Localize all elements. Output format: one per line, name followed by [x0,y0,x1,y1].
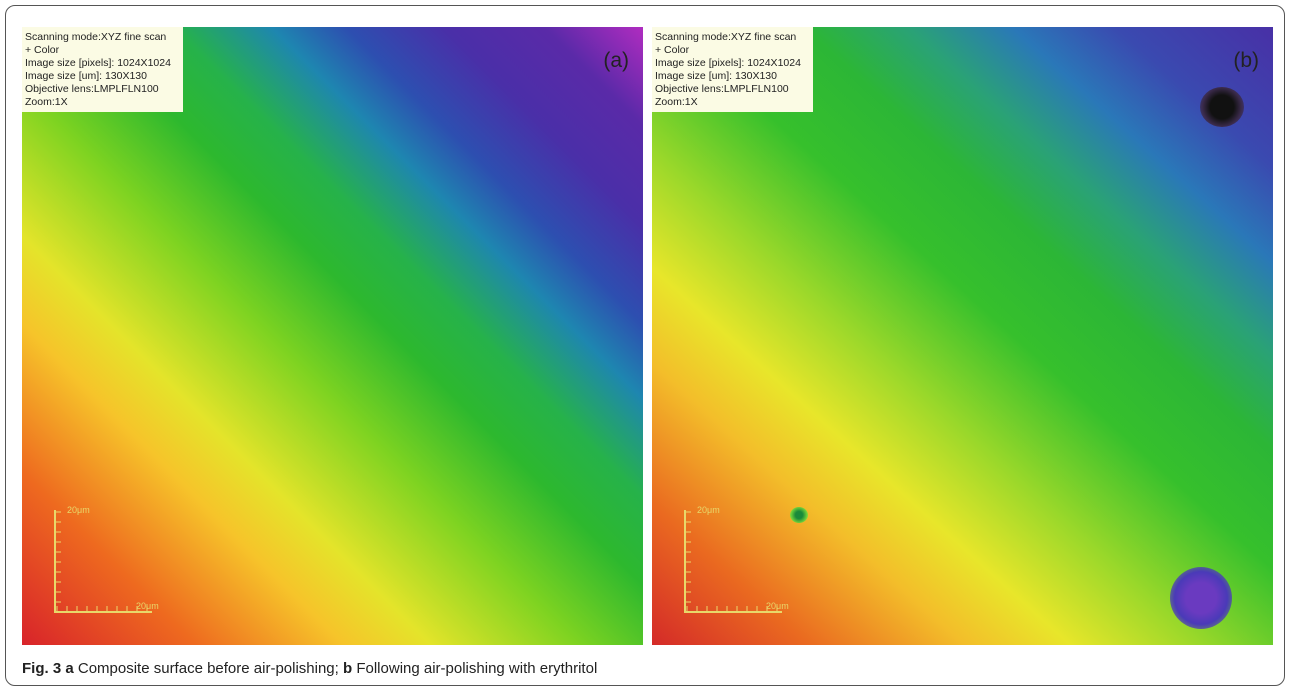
caption-b: b [343,660,352,677]
figure-caption: Fig. 3 a Composite surface before air-po… [22,660,597,677]
caption-a: a [65,660,73,677]
page: Scanning mode:XYZ fine scan+ ColorImage … [0,0,1290,691]
caption-b-text: Following air-polishing with erythritol [356,660,597,677]
scale-bar: 20μm 20μm [652,27,1273,645]
scale-label: 20μm [67,505,90,515]
scale-bar: 20μm 20μm [22,27,643,645]
scale-label: 20μm [766,601,789,611]
scale-label: 20μm [697,505,720,515]
caption-fig: Fig. 3 [22,660,61,677]
caption-a-text: Composite surface before air-polishing; [78,660,339,677]
scale-label: 20μm [136,601,159,611]
